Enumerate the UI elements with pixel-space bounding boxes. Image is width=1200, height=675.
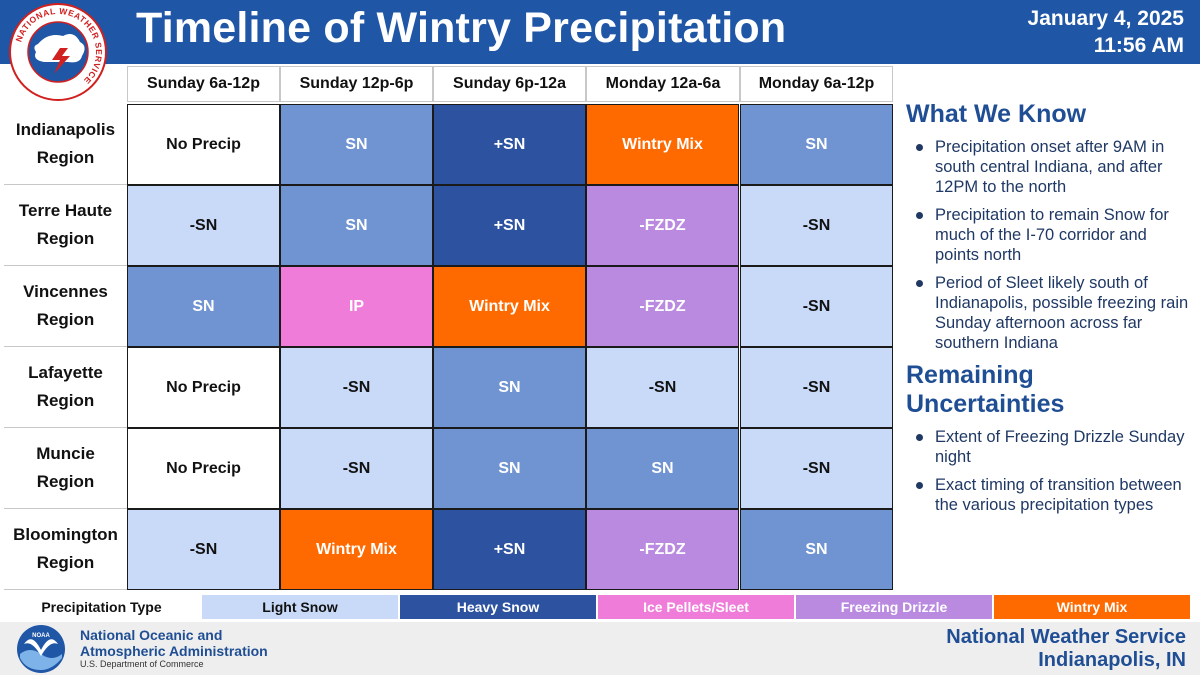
svg-text:NOAA: NOAA: [32, 633, 50, 639]
list-item: Precipitation onset after 9AM in south c…: [906, 137, 1194, 197]
legend-swatch: Ice Pellets/Sleet: [598, 595, 794, 619]
list-item: Exact timing of transition between the v…: [906, 475, 1194, 515]
what-we-know-heading: What We Know: [906, 100, 1087, 128]
list-item: Extent of Freezing Drizzle Sunday night: [906, 427, 1194, 467]
header-bar: Timeline of Wintry Precipitation January…: [0, 0, 1200, 64]
column-header: Sunday 6p-12a: [433, 66, 586, 102]
bullet-icon: [916, 144, 923, 151]
issue-date: January 4, 2025: [1027, 7, 1184, 30]
info-panel: What We Know Precipitation onset after 9…: [906, 100, 1194, 523]
timeline-cell: Wintry Mix: [586, 104, 739, 185]
timeline-cell: +SN: [433, 509, 586, 590]
timeline-cell: IP: [280, 266, 433, 347]
row-header-region: Lafayette Region: [4, 347, 127, 428]
issue-timestamp: January 4, 2025 11:56 AM: [1028, 5, 1184, 59]
timeline-cell: -FZDZ: [586, 509, 739, 590]
bullet-icon: [916, 212, 923, 219]
bullet-icon: [916, 482, 923, 489]
row-header-region: Indianapolis Region: [4, 104, 127, 185]
issue-time: 11:56 AM: [1093, 34, 1184, 57]
timeline-cell: No Precip: [127, 428, 280, 509]
timeline-cell: +SN: [433, 185, 586, 266]
column-header: Monday 12a-6a: [586, 66, 740, 102]
timeline-cell: SN: [280, 104, 433, 185]
noaa-name: National Oceanic and Atmospheric Adminis…: [80, 627, 268, 659]
row-header-region: Terre Haute Region: [4, 185, 127, 266]
column-header: Monday 6a-12p: [740, 66, 893, 102]
column-header: Sunday 6a-12p: [127, 66, 280, 102]
timeline-cell: -SN: [127, 509, 280, 590]
noaa-logo-icon: NOAA: [17, 625, 65, 673]
timeline-cell: No Precip: [127, 347, 280, 428]
timeline-cell: Wintry Mix: [280, 509, 433, 590]
timeline-cell: +SN: [433, 104, 586, 185]
office-name: National Weather Service Indianapolis, I…: [946, 626, 1186, 671]
list-item: Precipitation to remain Snow for much of…: [906, 205, 1194, 265]
timeline-cell: -SN: [280, 347, 433, 428]
legend-swatch: Heavy Snow: [400, 595, 596, 619]
precip-type-legend: Precipitation Type Light Snow Heavy Snow I…: [4, 595, 1192, 619]
uncertainties-heading: Remaining Uncertainties: [906, 361, 1065, 418]
legend-swatch: Light Snow: [202, 595, 398, 619]
timeline-cell: -SN: [586, 347, 739, 428]
timeline-cell: -SN: [127, 185, 280, 266]
timeline-cell: -FZDZ: [586, 266, 739, 347]
timeline-cell: SN: [433, 347, 586, 428]
timeline-cell: -SN: [740, 185, 893, 266]
nws-logo-icon: NATIONAL WEATHER SERVICE: [9, 3, 107, 101]
bullet-icon: [916, 434, 923, 441]
timeline-cell: SN: [433, 428, 586, 509]
page-title: Timeline of Wintry Precipitation: [136, 4, 787, 52]
uncertainties-list: Extent of Freezing Drizzle Sunday night …: [906, 427, 1194, 515]
timeline-cell: No Precip: [127, 104, 280, 185]
row-header-region: Muncie Region: [4, 428, 127, 509]
timeline-cell: -SN: [740, 266, 893, 347]
legend-title: Precipitation Type: [4, 595, 199, 619]
timeline-cell: -SN: [740, 347, 893, 428]
row-header-region: Vincennes Region: [4, 266, 127, 347]
timeline-cell: SN: [740, 104, 893, 185]
timeline-cell: SN: [740, 509, 893, 590]
list-item: Period of Sleet likely south of Indianap…: [906, 273, 1194, 353]
timeline-cell: -SN: [280, 428, 433, 509]
bullet-icon: [916, 280, 923, 287]
timeline-cell: SN: [127, 266, 280, 347]
timeline-cell: SN: [586, 428, 739, 509]
footer-bar: NOAA National Oceanic and Atmospheric Ad…: [0, 622, 1200, 675]
timeline-cell: -FZDZ: [586, 185, 739, 266]
what-we-know-list: Precipitation onset after 9AM in south c…: [906, 137, 1194, 353]
timeline-cell: SN: [280, 185, 433, 266]
timeline-cell: Wintry Mix: [433, 266, 586, 347]
row-header-region: Bloomington Region: [4, 509, 127, 590]
noaa-department: U.S. Department of Commerce: [80, 659, 204, 669]
legend-swatch: Freezing Drizzle: [796, 595, 992, 619]
timeline-cell: -SN: [740, 428, 893, 509]
column-header: Sunday 12p-6p: [280, 66, 433, 102]
legend-swatch: Wintry Mix: [994, 595, 1190, 619]
